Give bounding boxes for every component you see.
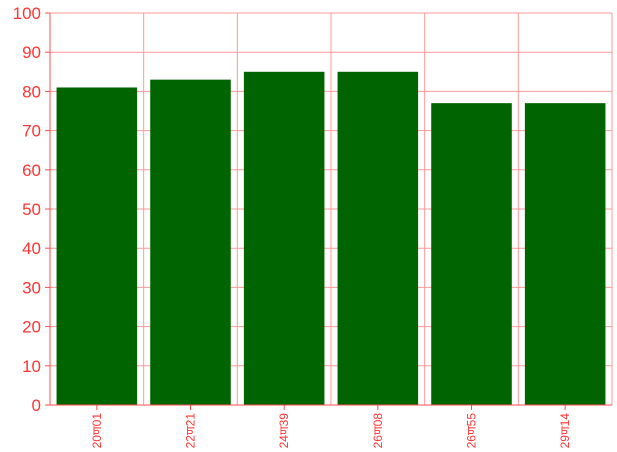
y-tick-label: 70 xyxy=(22,122,41,141)
x-tick-label: 20ण01 xyxy=(90,413,104,449)
y-tick-label: 40 xyxy=(22,239,41,258)
bar xyxy=(337,71,419,406)
bars xyxy=(56,71,606,406)
y-tick-label: 90 xyxy=(22,43,41,62)
y-tick-label: 50 xyxy=(22,200,41,219)
grid-lines xyxy=(49,12,613,406)
y-tick-label: 10 xyxy=(22,357,41,376)
x-tick-label: 26ण08 xyxy=(371,413,385,449)
bar xyxy=(150,79,231,405)
y-tick-label: 30 xyxy=(22,278,41,297)
y-tick-label: 100 xyxy=(13,4,41,23)
x-tick-labels: 20ण01 22ण21 24ण39 26ण08 26ण55 29ण14 xyxy=(90,413,572,449)
y-tick-label: 0 xyxy=(32,396,41,415)
y-tick-label: 20 xyxy=(22,318,41,337)
y-tick-label: 80 xyxy=(22,82,41,101)
x-tick-label: 24ण39 xyxy=(277,413,291,449)
x-tick-label: 29ण14 xyxy=(558,413,572,449)
bar xyxy=(243,71,325,406)
x-tick-label: 26ण55 xyxy=(465,413,479,449)
bar xyxy=(56,87,138,405)
axes xyxy=(45,12,612,410)
x-tick-label: 22ण21 xyxy=(184,413,198,449)
y-tick-labels: 0 10 20 30 40 50 60 70 80 90 100 xyxy=(13,4,41,415)
bar xyxy=(524,103,606,405)
bar xyxy=(431,103,512,405)
y-tick-label: 60 xyxy=(22,161,41,180)
